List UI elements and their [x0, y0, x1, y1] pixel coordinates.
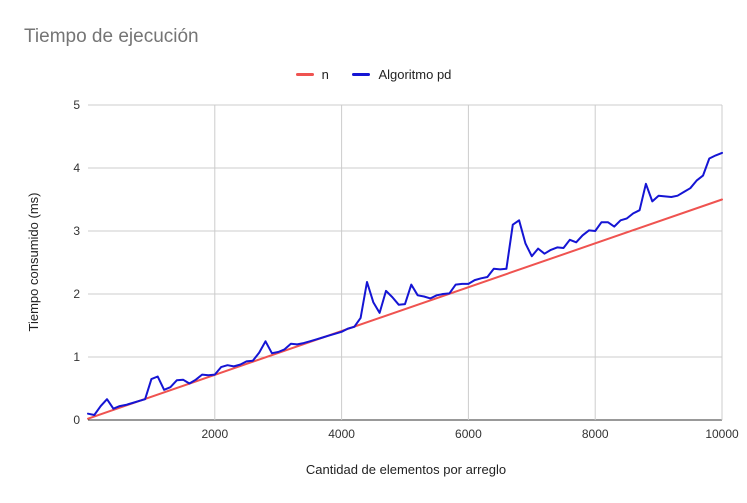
- chart-title: Tiempo de ejecución: [24, 26, 199, 47]
- series-line-n[interactable]: [87, 198, 723, 420]
- legend-item-n[interactable]: n: [295, 67, 329, 82]
- y-tick-label: 2: [73, 287, 80, 301]
- tick-layer: 0 1 2 3 4 5 2000 4000 6000 8000 10000: [73, 98, 739, 441]
- legend-label-algoritmo-pd: Algoritmo pd: [378, 67, 452, 82]
- x-tick-label: 4000: [328, 427, 355, 441]
- x-tick-label: 6000: [455, 427, 482, 441]
- legend-item-algoritmo-pd[interactable]: Algoritmo pd: [352, 67, 451, 82]
- y-tick-label: 4: [73, 161, 80, 175]
- x-tick-label: 10000: [705, 427, 739, 441]
- legend: n Algoritmo pd: [0, 64, 747, 82]
- legend-swatch-algoritmo-pd: [352, 73, 371, 76]
- legend-swatch-n: [295, 73, 314, 76]
- x-tick-label: 2000: [201, 427, 228, 441]
- x-axis-title: Cantidad de elementos por arreglo: [306, 462, 506, 477]
- legend-label-n: n: [321, 67, 329, 82]
- y-tick-label: 1: [73, 350, 80, 364]
- grid-layer: [88, 104, 723, 421]
- x-tick-label: 8000: [582, 427, 609, 441]
- series-layer: [87, 151, 723, 420]
- y-tick-label: 3: [73, 224, 80, 238]
- y-tick-label: 0: [73, 413, 80, 427]
- series-line-algoritmo-pd[interactable]: [87, 151, 723, 416]
- y-tick-label: 5: [73, 98, 80, 112]
- y-axis-title: Tiempo consumido (ms): [26, 193, 41, 332]
